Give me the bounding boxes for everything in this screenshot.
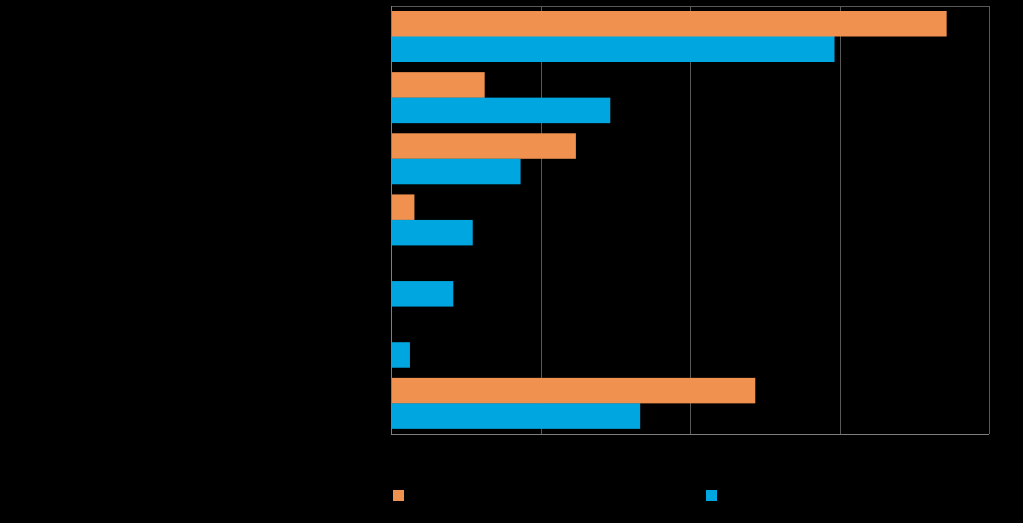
- legend-item-series-1: [393, 490, 410, 501]
- legend-swatch-series-2: [706, 490, 717, 501]
- bar-category-6-series-2: [392, 342, 410, 368]
- bar-category-2-series-1: [392, 72, 485, 98]
- bar-category-7-series-1: [392, 377, 756, 404]
- bars-layer: [392, 11, 947, 429]
- legend-swatch-series-1: [393, 490, 404, 501]
- bar-category-1-series-2: [392, 36, 835, 62]
- axis-layer: [391, 6, 989, 435]
- bar-category-3-series-1: [392, 133, 576, 159]
- legend-item-series-2: [706, 490, 723, 501]
- bar-category-2-series-2: [392, 97, 611, 124]
- bar-category-3-series-2: [392, 158, 521, 185]
- bar-category-4-series-2: [392, 219, 473, 246]
- bar-category-5-series-2: [392, 281, 454, 307]
- bar-category-4-series-1: [392, 194, 415, 220]
- grid-layer: [391, 6, 990, 434]
- bar-category-1-series-1: [392, 11, 947, 37]
- bar-category-7-series-2: [392, 403, 641, 429]
